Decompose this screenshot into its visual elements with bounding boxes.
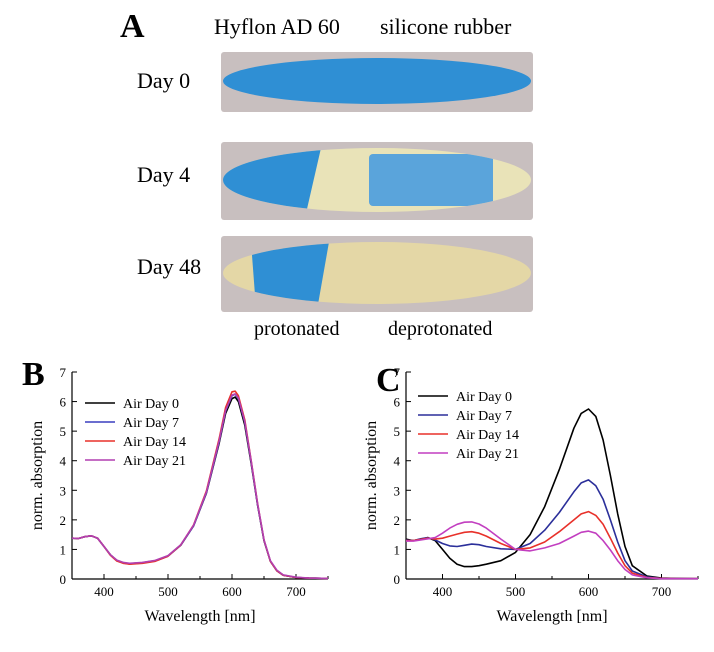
chart-c-legend-label-1: Air Day 0: [456, 390, 512, 405]
chart-b-y-tick-label: 7: [60, 365, 67, 380]
chart-b-x-tick-label: 600: [222, 584, 242, 599]
chart-b-x-tick-label: 500: [158, 584, 178, 599]
chart-b-y-tick-label: 5: [60, 424, 67, 439]
deprotonated-patch-day-4: [369, 154, 493, 206]
chart-b: 400 500 600 700 0 1 2 3 4 5 6 7 Wavelength [nm] norm.…: [29, 365, 329, 625]
chart-c-x-tick-label: 600: [579, 584, 599, 599]
chart-b-y-axis-label: norm. absorption: [29, 421, 46, 530]
row-label-day-48: Day 48: [137, 254, 202, 279]
row-label-day-4: Day 4: [137, 162, 191, 187]
chart-b-legend-label-1: Air Day 0: [123, 397, 179, 412]
protonated-region-day-48: [251, 242, 329, 304]
membrane-day-48: [223, 242, 531, 304]
chart-c-y-tick-label: 0: [394, 572, 401, 587]
chart-b-x-tick-label: 700: [286, 584, 306, 599]
label-protonated: protonated: [254, 318, 340, 340]
chart-c-series-line-1: [405, 408, 699, 580]
membrane-day-4: [223, 148, 531, 212]
chart-c-x-tick-label: 700: [652, 584, 672, 599]
chart-c-legend-label-4: Air Day 21: [456, 447, 519, 462]
sample-strip-day-0: [221, 52, 533, 112]
chart-b-y-tick-label: 3: [60, 483, 67, 498]
chart-c-y-tick-label: 1: [394, 542, 401, 557]
chart-c-series-line-3: [406, 510, 698, 580]
chart-b-series-line-1: [71, 396, 329, 580]
chart-b-y-tick-label: 2: [60, 513, 67, 528]
chart-c: 400 500 600 700 0 1 2 3 4 5 6 7 Wavelength [nm] norm.…: [363, 365, 699, 625]
chart-c-y-tick-label: 4: [394, 454, 401, 469]
chart-c-y-tick-label: 6: [394, 395, 401, 410]
chart-c-x-tick-label: 500: [506, 584, 526, 599]
chart-c-y-axis-label: norm. absorption: [363, 421, 380, 530]
label-deprotonated: deprotonated: [388, 318, 493, 340]
chart-c-y-tick-label: 7: [394, 365, 401, 380]
chart-c-series-line-4: [406, 521, 698, 580]
chart-b-x-axis-label: Wavelength [nm]: [144, 608, 255, 625]
header-hyflon: Hyflon AD 60: [214, 14, 340, 39]
sample-strip-day-48: [221, 236, 533, 312]
sample-strip-day-4: [221, 142, 533, 220]
chart-c-x-tick-label: 400: [433, 584, 453, 599]
panel-c-letter: C: [376, 362, 401, 399]
panel-a-letter: A: [120, 8, 145, 45]
chart-b-y-tick-label: 6: [60, 395, 67, 410]
chart-b-legend-label-4: Air Day 21: [123, 454, 186, 469]
chart-c-y-tick-label: 2: [394, 513, 401, 528]
chart-b-y-tick-label: 4: [60, 454, 67, 469]
chart-b-series-line-3: [71, 390, 329, 580]
chart-b-legend-label-2: Air Day 7: [123, 416, 179, 431]
chart-c-y-tick-label: 5: [394, 424, 401, 439]
row-label-day-0: Day 0: [137, 68, 191, 93]
chart-c-legend-label-2: Air Day 7: [456, 409, 512, 424]
chart-c-legend-label-3: Air Day 14: [456, 428, 519, 443]
chart-b-legend-label-3: Air Day 14: [123, 435, 186, 450]
chart-b-series-line-4: [71, 393, 329, 580]
chart-c-y-tick-label: 3: [394, 483, 401, 498]
panel-b-letter: B: [22, 356, 45, 393]
chart-c-series-line-2: [405, 479, 698, 580]
membrane-day-0: [223, 58, 531, 104]
protonated-region-day-4: [223, 148, 321, 212]
chart-b-y-tick-label: 1: [60, 542, 67, 557]
chart-b-y-tick-label: 0: [60, 572, 67, 587]
header-silicone: silicone rubber: [380, 14, 512, 39]
chart-c-x-axis-label: Wavelength [nm]: [496, 608, 607, 625]
chart-b-x-tick-label: 400: [94, 584, 114, 599]
